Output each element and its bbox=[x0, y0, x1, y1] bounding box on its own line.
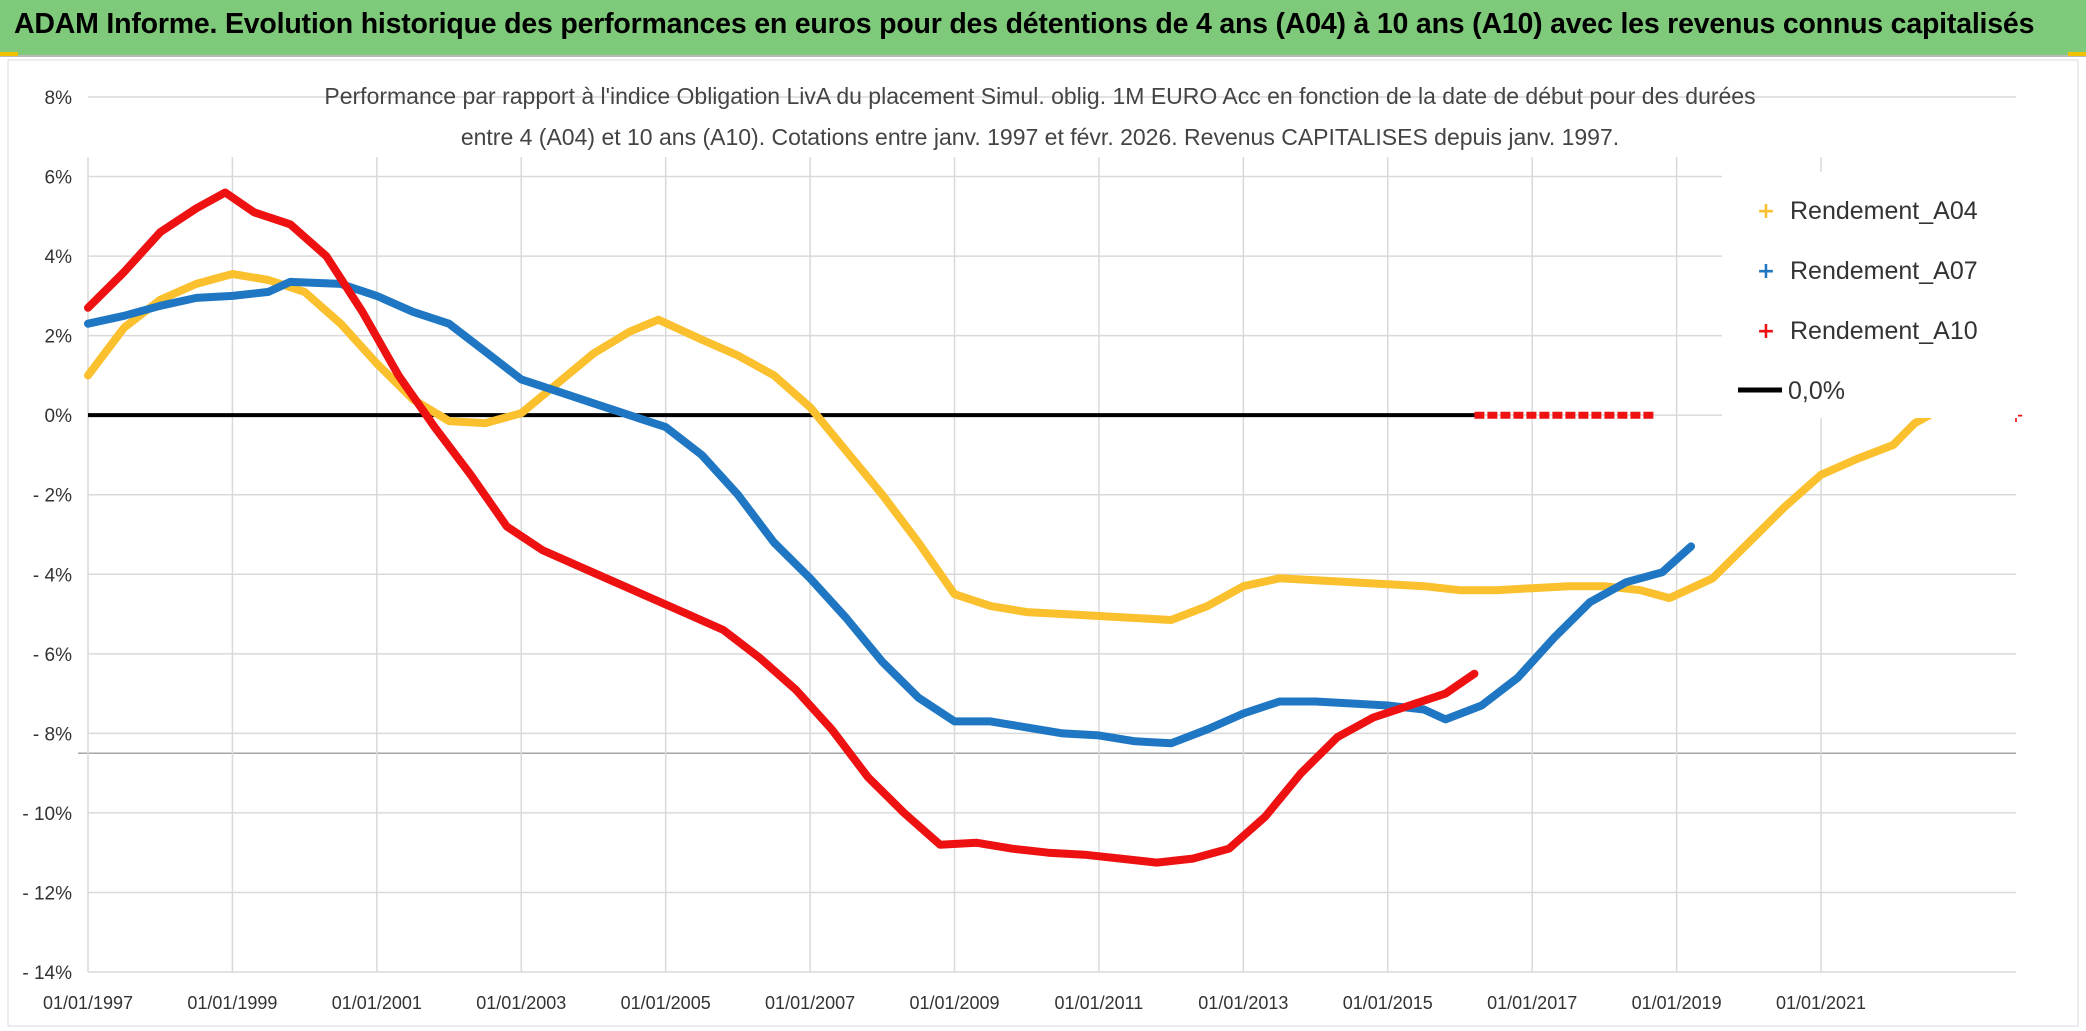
series-line-rendement-a10 bbox=[84, 188, 1479, 867]
legend-plus-marker: + bbox=[1757, 199, 1775, 224]
legend-plus-marker: + bbox=[1757, 259, 1775, 284]
legend-label: Rendement_A07 bbox=[1790, 257, 1978, 285]
x-tick-label: 01/01/1999 bbox=[187, 993, 277, 1013]
y-tick-label: 0% bbox=[45, 406, 73, 427]
legend-label: Rendement_A04 bbox=[1790, 197, 1978, 225]
chart-title-line1: Performance par rapport à l'indice Oblig… bbox=[324, 83, 1755, 109]
legend-plus-marker: + bbox=[1757, 319, 1775, 344]
legend: + Rendement_A04 + Rendement_A07 + Rendement_A… bbox=[1722, 172, 2018, 418]
y-tick-label: - 6% bbox=[33, 645, 72, 666]
banner: ADAM Informe. Evolution historique des p… bbox=[0, 0, 2086, 57]
x-tick-label: 01/01/2005 bbox=[621, 993, 711, 1013]
x-tick-label: 01/01/2015 bbox=[1343, 993, 1433, 1013]
series-line-rendement-a04 bbox=[84, 270, 1934, 624]
x-tick-label: 01/01/2021 bbox=[1776, 993, 1866, 1013]
x-tick-label: 01/01/2007 bbox=[765, 993, 855, 1013]
x-tick-label: 01/01/2013 bbox=[1198, 993, 1288, 1013]
x-tick-label: 01/01/2003 bbox=[476, 993, 566, 1013]
corner-accent-left bbox=[0, 52, 18, 56]
y-tick-label: 6% bbox=[45, 168, 73, 189]
banner-title: ADAM Informe. Evolution historique des p… bbox=[14, 8, 2035, 40]
y-tick-label: - 2% bbox=[33, 486, 72, 507]
x-tick-label: 01/01/2019 bbox=[1632, 993, 1722, 1013]
legend-box bbox=[1722, 172, 2018, 418]
chart-svg: 8% 6% 4% 2% 0% - 2% - 4% - 6% - 8% - 10% - 12% - 14… bbox=[7, 59, 2079, 1027]
series-layer: + bbox=[84, 188, 2024, 867]
y-tick-label: 8% bbox=[45, 88, 73, 109]
y-tick-label: - 8% bbox=[33, 724, 72, 745]
corner-accent-right bbox=[2068, 52, 2086, 56]
y-tick-label: 4% bbox=[45, 247, 73, 268]
legend-label: 0,0% bbox=[1788, 377, 1845, 405]
x-tick-label: 01/01/2009 bbox=[909, 993, 999, 1013]
x-tick-label: 01/01/2011 bbox=[1055, 993, 1144, 1013]
y-tick-label: - 10% bbox=[22, 804, 72, 825]
y-tick-label: - 12% bbox=[22, 883, 72, 904]
chart-title-line2: entre 4 (A04) et 10 ans (A10). Cotations… bbox=[461, 124, 1619, 150]
axis-layer: 8% 6% 4% 2% 0% - 2% - 4% - 6% - 8% - 10% - 12% - 14… bbox=[22, 88, 1866, 1013]
series-line-rendement-a07 bbox=[84, 277, 1696, 748]
x-tick-label: 01/01/1997 bbox=[43, 993, 133, 1013]
y-tick-label: - 4% bbox=[33, 565, 72, 586]
y-tick-label: - 14% bbox=[22, 963, 72, 984]
grid-layer bbox=[78, 96, 2016, 973]
y-tick-label: 2% bbox=[45, 327, 73, 348]
x-tick-label: 01/01/2017 bbox=[1487, 993, 1577, 1013]
legend-label: Rendement_A10 bbox=[1790, 317, 1978, 345]
x-tick-label: 01/01/2001 bbox=[332, 993, 422, 1013]
